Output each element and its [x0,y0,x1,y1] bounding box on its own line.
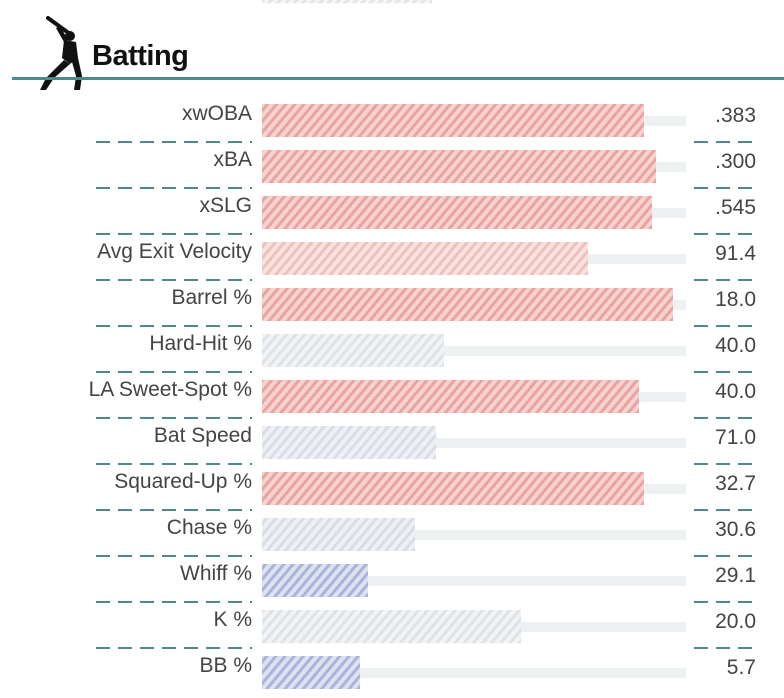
section-title: Batting [92,40,189,72]
metric-value: 40.0 [715,334,756,357]
metric-label: Avg Exit Velocity [97,240,252,263]
section-divider [12,77,784,80]
metric-value: 91.4 [715,242,756,265]
percentile-bar [262,518,415,551]
metric-value: 40.0 [715,380,756,403]
metric-row: K % 20.0 [0,602,784,649]
metric-label: xSLG [199,194,252,217]
percentile-bar [262,656,360,689]
section-header: Batting [12,10,784,90]
metric-row: Avg Exit Velocity 91.4 [0,234,784,281]
metric-label: LA Sweet-Spot % [88,378,252,401]
metric-label: Chase % [166,516,252,539]
row-divider-right [694,647,756,649]
metric-value: 20.0 [715,610,756,633]
metric-value: .383 [715,104,756,127]
percentile-bar [262,334,444,367]
batter-silhouette-icon [40,16,82,90]
metric-row: Squared-Up % 32.7 [0,464,784,511]
metric-label: xBA [213,148,252,171]
metric-row: Hard-Hit % 40.0 [0,326,784,373]
metric-row: LA Sweet-Spot % 40.0 [0,372,784,419]
metric-row: Barrel % 18.0 [0,280,784,327]
percentile-track [262,530,686,540]
row-divider-left [96,647,252,649]
metric-label: BB % [199,654,252,677]
row-divider-left [96,371,252,373]
metric-row: Whiff % 29.1 [0,556,784,603]
metric-label: K % [213,608,252,631]
previous-section-bar-stub [262,0,432,3]
metric-value: 30.6 [715,518,756,541]
metric-value: 5.7 [726,656,756,679]
row-divider-left [96,509,252,511]
row-divider-right [694,417,756,419]
percentile-bar [262,150,656,183]
metric-row: Bat Speed 71.0 [0,418,784,465]
metric-value: 29.1 [715,564,756,587]
metric-row: Chase % 30.6 [0,510,784,557]
metric-label: Whiff % [180,562,252,585]
percentile-bar [262,610,521,643]
percentile-track [262,438,686,448]
row-divider-left [96,325,252,327]
percentile-track [262,668,686,678]
metric-label: Barrel % [171,286,252,309]
row-divider-right [694,279,756,281]
row-divider-right [694,509,756,511]
row-divider-left [96,417,252,419]
metric-row: xSLG .545 [0,188,784,235]
percentile-bar [262,104,644,137]
metric-row: xwOBA .383 [0,96,784,143]
row-divider-left [96,555,252,557]
metric-value: .545 [715,196,756,219]
row-divider-left [96,601,252,603]
row-divider-right [694,187,756,189]
row-divider-right [694,141,756,143]
metric-row: BB % 5.7 [0,648,784,694]
percentile-bar [262,242,588,275]
percentile-bar [262,196,652,229]
row-divider-right [694,463,756,465]
metric-row: xBA .300 [0,142,784,189]
row-divider-right [694,325,756,327]
row-divider-right [694,601,756,603]
row-divider-right [694,555,756,557]
metric-label: Bat Speed [153,424,252,447]
percentile-bar [262,472,644,505]
row-divider-left [96,187,252,189]
metric-label: Squared-Up % [114,470,252,493]
metric-value: .300 [715,150,756,173]
percentile-track [262,346,686,356]
row-divider-left [96,463,252,465]
metric-value: 32.7 [715,472,756,495]
row-divider-right [694,233,756,235]
metric-label: Hard-Hit % [149,332,252,355]
metric-value: 18.0 [715,288,756,311]
metric-value: 71.0 [715,426,756,449]
percentile-bar [262,426,436,459]
percentile-bar [262,288,673,321]
row-divider-right [694,371,756,373]
percentile-bar [262,564,368,597]
row-divider-left [96,233,252,235]
metric-label: xwOBA [181,102,252,125]
percentile-track [262,576,686,586]
row-divider-left [96,141,252,143]
percentile-bar [262,380,639,413]
row-divider-left [96,279,252,281]
